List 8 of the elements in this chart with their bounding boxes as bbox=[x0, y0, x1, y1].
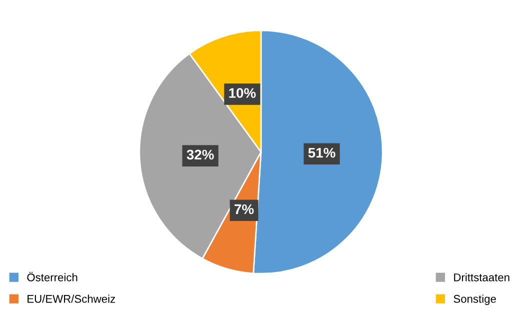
data-label: 51% bbox=[308, 148, 336, 158]
data-label: 32% bbox=[186, 150, 214, 160]
legend-label: Drittstaaten bbox=[454, 273, 510, 282]
data-label: 10% bbox=[229, 88, 256, 98]
legend-label: Österreich bbox=[27, 272, 78, 282]
legend-label: Sonstige bbox=[454, 294, 496, 305]
data-label: 7% bbox=[234, 204, 254, 214]
legend-label: EU/EWR/Schweiz bbox=[28, 294, 116, 303]
